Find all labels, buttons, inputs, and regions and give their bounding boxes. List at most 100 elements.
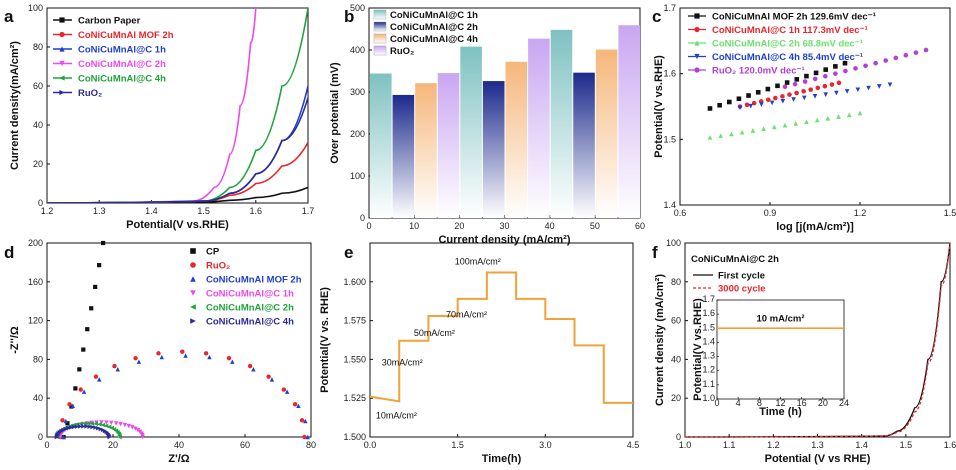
legend-marker	[190, 276, 196, 282]
data-point	[93, 284, 98, 290]
y-tick-label: 80	[33, 354, 43, 364]
data-point	[804, 119, 809, 125]
legend-swatch	[373, 45, 387, 56]
y-tick-label: 100	[666, 238, 681, 248]
data-point	[269, 377, 275, 382]
y-tick-label: 0	[38, 198, 43, 208]
legend-marker	[190, 248, 196, 254]
x-tick-label: 20	[454, 221, 464, 231]
y-tick-label: 100	[28, 3, 43, 13]
data-point	[739, 129, 745, 135]
inset-x-tick-label: 16	[797, 398, 807, 408]
y-tick-label: 80	[33, 42, 43, 52]
data-point	[133, 355, 138, 361]
step-annotation: 30mA/cm²	[382, 358, 423, 368]
data-point	[107, 434, 112, 440]
y-tick-label: 200	[350, 129, 365, 139]
x-tick-label: 30	[499, 221, 509, 231]
data-point	[93, 425, 98, 430]
data-point	[823, 67, 829, 72]
data-point	[761, 126, 766, 131]
data-point	[230, 359, 235, 364]
legend-marker	[59, 89, 65, 96]
data-point	[71, 424, 77, 430]
data-point	[755, 89, 761, 95]
y-tick-label: 1.550	[343, 354, 366, 364]
data-point	[82, 421, 87, 426]
x-tick-label: 0	[366, 221, 371, 231]
bar	[392, 94, 415, 218]
x-tick-label: 4.5	[627, 440, 640, 450]
data-point	[771, 124, 777, 130]
data-point	[801, 89, 806, 94]
data-point	[746, 93, 751, 98]
data-point	[61, 434, 66, 440]
data-point	[302, 434, 307, 440]
bar	[528, 38, 550, 218]
data-point	[784, 80, 790, 85]
data-point	[60, 418, 65, 423]
bar	[415, 83, 437, 219]
y-axis-label: Current density (mA/cm²)	[654, 274, 666, 406]
legend-marker	[694, 40, 700, 46]
series-line-0	[684, 242, 951, 438]
legend-entry: First cycle	[718, 271, 765, 282]
legend-marker	[694, 26, 700, 33]
data-point	[63, 426, 68, 432]
legend-entry: CoNiCuMnAl@C 2h	[78, 59, 166, 70]
y-axis-label: Potential(V vs. RHE)	[319, 287, 331, 393]
data-point	[117, 434, 122, 440]
legend-entry: CoNiCuMnAl@C 1h	[206, 289, 294, 300]
data-point	[887, 82, 893, 88]
x-tick-label: 1.4	[145, 206, 158, 216]
bar	[505, 61, 528, 219]
y-tick-label: 80	[671, 277, 681, 287]
series-line-5	[47, 97, 308, 203]
data-point	[97, 377, 102, 382]
y-tick-label: 60	[33, 81, 43, 91]
data-point	[135, 428, 141, 433]
data-point	[813, 70, 819, 76]
x-tick-label: 40	[545, 221, 555, 231]
data-point	[744, 102, 750, 108]
data-point	[140, 434, 145, 440]
bar	[437, 73, 460, 218]
data-point	[737, 105, 743, 111]
data-point	[89, 306, 94, 311]
data-point	[923, 47, 929, 53]
data-point	[126, 423, 132, 429]
x-tick-label: 1.0	[679, 440, 692, 450]
legend-marker	[190, 318, 196, 324]
x-tick-label: 60	[240, 440, 250, 450]
y-tick-label: 40	[33, 393, 43, 403]
step-annotation: 10mA/cm²	[376, 410, 417, 420]
data-point	[81, 347, 86, 352]
data-point	[87, 424, 92, 429]
x-tick-label: 1.6	[250, 206, 263, 216]
y-tick-label: 200	[28, 238, 43, 248]
data-point	[903, 52, 909, 58]
legend-entry: CP	[206, 247, 220, 258]
x-tick-label: 1.3	[93, 206, 106, 216]
inset-y-tick-label: 1.5	[702, 322, 715, 332]
data-point	[66, 426, 71, 431]
data-point	[73, 386, 78, 391]
data-point	[808, 87, 814, 92]
chart-title: CoNiCuMnAl@C 2h	[691, 254, 779, 265]
bar	[618, 25, 640, 218]
data-point	[765, 97, 771, 103]
legend-marker	[59, 17, 65, 23]
data-point	[759, 102, 764, 107]
bar	[482, 81, 505, 218]
data-point	[718, 133, 724, 138]
x-tick-label: 3.0	[539, 440, 552, 450]
legend-entry: CoNiCuMnAl@C 2h 68.8mV dec⁻¹	[712, 39, 863, 50]
data-point	[846, 112, 852, 118]
inset-y-axis-label: Potential(V vs.RHE)	[692, 298, 704, 401]
data-point	[836, 114, 841, 119]
data-point	[836, 80, 842, 86]
data-point	[85, 327, 90, 332]
x-tick-label: 1.1	[723, 440, 736, 450]
y-tick-label: 1.500	[343, 432, 366, 442]
x-tick-label: 1.5	[451, 440, 464, 450]
